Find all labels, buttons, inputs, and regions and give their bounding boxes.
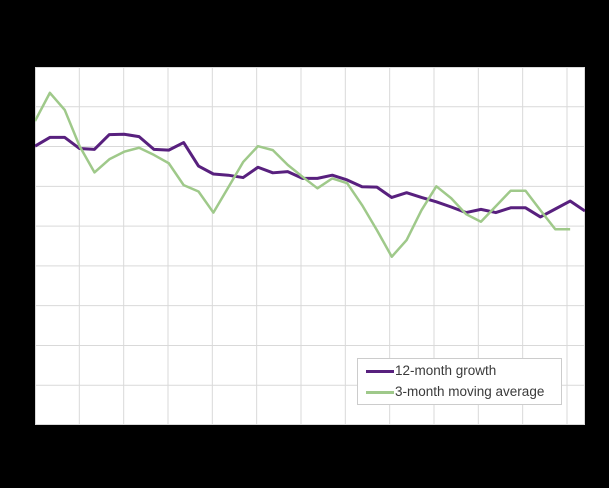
- line-chart-svg: [35, 67, 585, 425]
- legend-swatch-green-line: [366, 390, 394, 394]
- plot-area: 12-month growth 3-month moving average: [35, 67, 585, 425]
- legend-label-3-month-moving-average: 3-month moving average: [395, 384, 545, 399]
- legend-item-12-month-growth: 12-month growth: [366, 363, 561, 379]
- legend-label-12-month-growth: 12-month growth: [395, 363, 497, 378]
- legend-swatch-purple-line: [366, 369, 394, 373]
- legend-item-3-month-moving-average: 3-month moving average: [366, 384, 561, 400]
- chart-legend: 12-month growth 3-month moving average: [357, 358, 562, 405]
